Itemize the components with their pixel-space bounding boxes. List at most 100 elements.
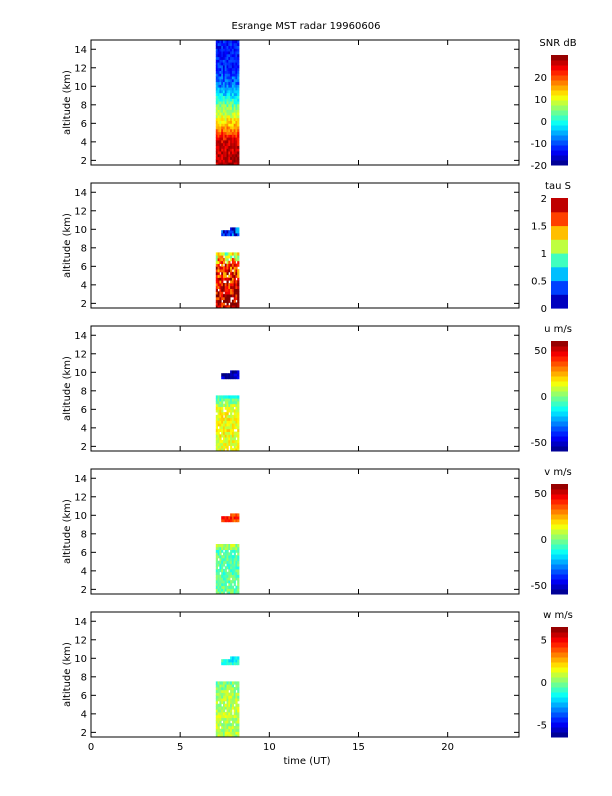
data-cell: [228, 87, 231, 91]
data-cell: [221, 445, 224, 449]
data-cell: [230, 98, 233, 102]
data-cell: [231, 376, 235, 380]
data-cell: [235, 296, 238, 301]
data-cell: [231, 656, 235, 660]
data-cell: [219, 294, 222, 298]
data-cell: [224, 288, 227, 292]
data-cell: [219, 296, 222, 301]
data-cell: [230, 706, 233, 710]
data-cell: [231, 53, 235, 58]
data-cell: [235, 698, 238, 702]
data-cell: [228, 588, 231, 592]
data-cell: [230, 684, 233, 688]
data-cell: [217, 263, 220, 267]
data-cell: [235, 574, 238, 578]
data-cell: [237, 409, 240, 413]
data-cell: [215, 302, 218, 306]
colorbar-segment: [551, 351, 568, 357]
colorbar-segment: [551, 569, 568, 575]
data-cell: [228, 260, 231, 264]
data-cell: [231, 84, 235, 88]
data-cell: [228, 137, 231, 141]
data-cell: [224, 698, 227, 702]
data-cell: [233, 403, 236, 407]
data-cell: [228, 62, 231, 66]
data-cell: [228, 291, 231, 295]
data-cell: [224, 734, 227, 738]
data-cell: [219, 140, 222, 144]
data-cell: [217, 734, 220, 738]
data-cell: [228, 403, 231, 407]
y-tick-label: 2: [81, 299, 87, 310]
data-cell: [231, 725, 235, 730]
data-cell: [223, 417, 226, 421]
data-cell: [230, 585, 233, 589]
data-cell: [235, 67, 238, 71]
data-cell: [226, 153, 229, 158]
data-cell: [230, 288, 233, 292]
data-cell: [219, 395, 222, 399]
data-cell: [219, 48, 222, 52]
data-cell: [235, 145, 238, 149]
chart-title: Esrange MST radar 19960606: [232, 21, 381, 32]
data-cell: [231, 423, 235, 427]
data-cell: [237, 566, 240, 570]
data-cell: [226, 285, 229, 289]
data-cell: [221, 544, 224, 548]
data-cell: [219, 720, 222, 724]
data-cell: [231, 557, 235, 562]
data-cell: [224, 40, 227, 44]
data-cell: [215, 552, 218, 556]
data-cell: [223, 437, 226, 441]
data-cell: [226, 580, 229, 584]
data-cell: [233, 151, 236, 155]
data-cell: [223, 712, 226, 716]
data-cell: [221, 56, 224, 60]
data-cell: [231, 95, 235, 99]
data-cell: [215, 571, 218, 575]
data-cell: [226, 65, 229, 69]
data-cell: [235, 591, 238, 595]
data-cell: [219, 131, 222, 135]
data-cell: [237, 591, 240, 595]
data-cell: [230, 277, 233, 281]
data-cell: [224, 90, 227, 94]
data-cell: [233, 714, 236, 718]
data-cell: [219, 53, 222, 58]
data-cell: [221, 233, 224, 237]
data-cell: [217, 255, 220, 259]
data-cell: [228, 566, 231, 570]
colorbar-segment: [551, 534, 568, 540]
data-cell: [235, 513, 238, 517]
data-cell: [219, 687, 222, 691]
data-cell: [217, 434, 220, 438]
data-cell: [224, 431, 227, 435]
data-cell: [235, 294, 238, 298]
data-cell: [233, 128, 236, 133]
data-cell: [237, 131, 240, 135]
data-cell: [233, 84, 236, 88]
data-cell: [230, 687, 233, 691]
colorbar-segment: [551, 145, 568, 151]
data-cell: [230, 128, 233, 133]
data-cell: [221, 285, 224, 289]
data-cell: [223, 299, 226, 303]
data-cell: [235, 557, 238, 562]
data-cell: [215, 109, 218, 113]
colorbar-tick-label: 0: [541, 535, 547, 546]
data-cell: [233, 409, 236, 413]
data-cell: [226, 560, 229, 564]
data-cell: [233, 62, 236, 66]
colorbar-segment: [551, 584, 568, 590]
data-cell: [230, 151, 233, 155]
data-cell: [228, 233, 231, 237]
data-cell: [217, 67, 220, 71]
data-cell: [219, 403, 222, 407]
data-cell: [221, 134, 224, 138]
data-cell: [223, 569, 226, 573]
data-cell: [221, 40, 224, 44]
data-cell: [230, 513, 233, 517]
data-cell: [226, 373, 229, 377]
data-cell: [233, 445, 236, 449]
